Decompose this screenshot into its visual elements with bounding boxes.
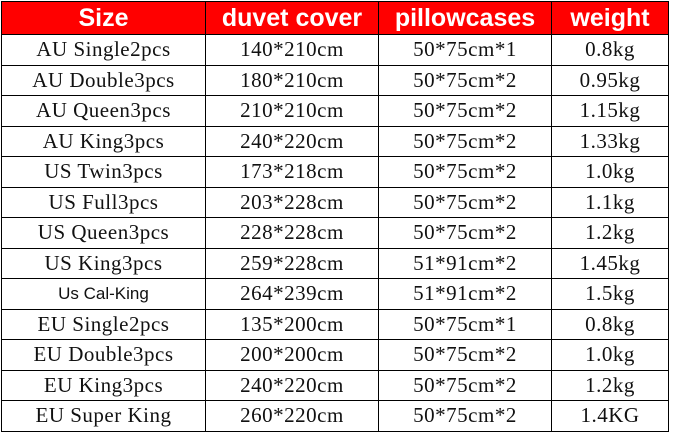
- cell-size: EU Super King: [1, 400, 206, 432]
- header-weight: weight: [551, 1, 669, 35]
- header-row: Size duvet cover pillowcases weight: [1, 1, 669, 35]
- cell-pillow: 51*91cm*2: [378, 278, 552, 310]
- table-row: AU King3pcs 240*220cm 50*75cm*2 1.33kg: [1, 125, 669, 157]
- cell-size: US Queen3pcs: [1, 217, 206, 249]
- cell-size: US King3pcs: [1, 247, 206, 279]
- cell-pillow: 50*75cm*2: [378, 217, 552, 249]
- cell-weight: 1.1kg: [551, 186, 669, 218]
- cell-duvet: 203*228cm: [205, 186, 379, 218]
- cell-size: AU Double3pcs: [1, 64, 206, 96]
- cell-duvet: 259*228cm: [205, 247, 379, 279]
- cell-size: AU King3pcs: [1, 125, 206, 157]
- cell-pillow: 50*75cm*2: [378, 400, 552, 432]
- cell-duvet: 140*210cm: [205, 34, 379, 66]
- table-row: Us Cal-King 264*239cm 51*91cm*2 1.5kg: [1, 278, 669, 310]
- table-row: EU Double3pcs 200*200cm 50*75cm*2 1.0kg: [1, 339, 669, 371]
- table-row: US Full3pcs 203*228cm 50*75cm*2 1.1kg: [1, 186, 669, 218]
- cell-size: US Full3pcs: [1, 186, 206, 218]
- table-row: EU King3pcs 240*220cm 50*75cm*2 1.2kg: [1, 369, 669, 401]
- cell-pillow: 50*75cm*2: [378, 369, 552, 401]
- cell-pillow: 50*75cm*2: [378, 125, 552, 157]
- cell-pillow: 50*75cm*1: [378, 34, 552, 66]
- cell-pillow: 50*75cm*2: [378, 95, 552, 127]
- cell-size: AU Queen3pcs: [1, 95, 206, 127]
- cell-weight: 1.5kg: [551, 278, 669, 310]
- cell-pillow: 50*75cm*1: [378, 308, 552, 340]
- cell-duvet: 228*228cm: [205, 217, 379, 249]
- cell-size: AU Single2pcs: [1, 34, 206, 66]
- cell-pillow: 50*75cm*2: [378, 64, 552, 96]
- cell-duvet: 200*200cm: [205, 339, 379, 371]
- cell-weight: 1.15kg: [551, 95, 669, 127]
- size-chart-table: Size duvet cover pillowcases weight AU S…: [1, 1, 669, 432]
- table-row: AU Queen3pcs 210*210cm 50*75cm*2 1.15kg: [1, 95, 669, 127]
- header-size: Size: [1, 1, 206, 35]
- cell-duvet: 240*220cm: [205, 125, 379, 157]
- cell-weight: 0.8kg: [551, 308, 669, 340]
- cell-weight: 1.33kg: [551, 125, 669, 157]
- table-row: US Twin3pcs 173*218cm 50*75cm*2 1.0kg: [1, 156, 669, 188]
- cell-duvet: 210*210cm: [205, 95, 379, 127]
- table-row: AU Single2pcs 140*210cm 50*75cm*1 0.8kg: [1, 34, 669, 66]
- cell-duvet: 135*200cm: [205, 308, 379, 340]
- table-row: AU Double3pcs 180*210cm 50*75cm*2 0.95kg: [1, 64, 669, 96]
- cell-size: EU King3pcs: [1, 369, 206, 401]
- cell-duvet: 260*220cm: [205, 400, 379, 432]
- cell-duvet: 264*239cm: [205, 278, 379, 310]
- cell-weight: 0.95kg: [551, 64, 669, 96]
- cell-duvet: 180*210cm: [205, 64, 379, 96]
- header-pillowcases: pillowcases: [378, 1, 552, 35]
- table-row: US King3pcs 259*228cm 51*91cm*2 1.45kg: [1, 247, 669, 279]
- header-duvet-cover: duvet cover: [205, 1, 379, 35]
- cell-weight: 1.2kg: [551, 217, 669, 249]
- cell-weight: 1.4KG: [551, 400, 669, 432]
- cell-weight: 1.0kg: [551, 156, 669, 188]
- cell-pillow: 50*75cm*2: [378, 186, 552, 218]
- cell-weight: 1.45kg: [551, 247, 669, 279]
- cell-weight: 1.2kg: [551, 369, 669, 401]
- cell-size: EU Double3pcs: [1, 339, 206, 371]
- table-row: EU Single2pcs 135*200cm 50*75cm*1 0.8kg: [1, 308, 669, 340]
- cell-duvet: 173*218cm: [205, 156, 379, 188]
- cell-size: EU Single2pcs: [1, 308, 206, 340]
- cell-weight: 0.8kg: [551, 34, 669, 66]
- cell-size: US Twin3pcs: [1, 156, 206, 188]
- cell-pillow: 50*75cm*2: [378, 156, 552, 188]
- cell-pillow: 51*91cm*2: [378, 247, 552, 279]
- table-row: EU Super King 260*220cm 50*75cm*2 1.4KG: [1, 400, 669, 432]
- cell-duvet: 240*220cm: [205, 369, 379, 401]
- cell-pillow: 50*75cm*2: [378, 339, 552, 371]
- table-row: US Queen3pcs 228*228cm 50*75cm*2 1.2kg: [1, 217, 669, 249]
- cell-weight: 1.0kg: [551, 339, 669, 371]
- cell-size: Us Cal-King: [1, 278, 206, 310]
